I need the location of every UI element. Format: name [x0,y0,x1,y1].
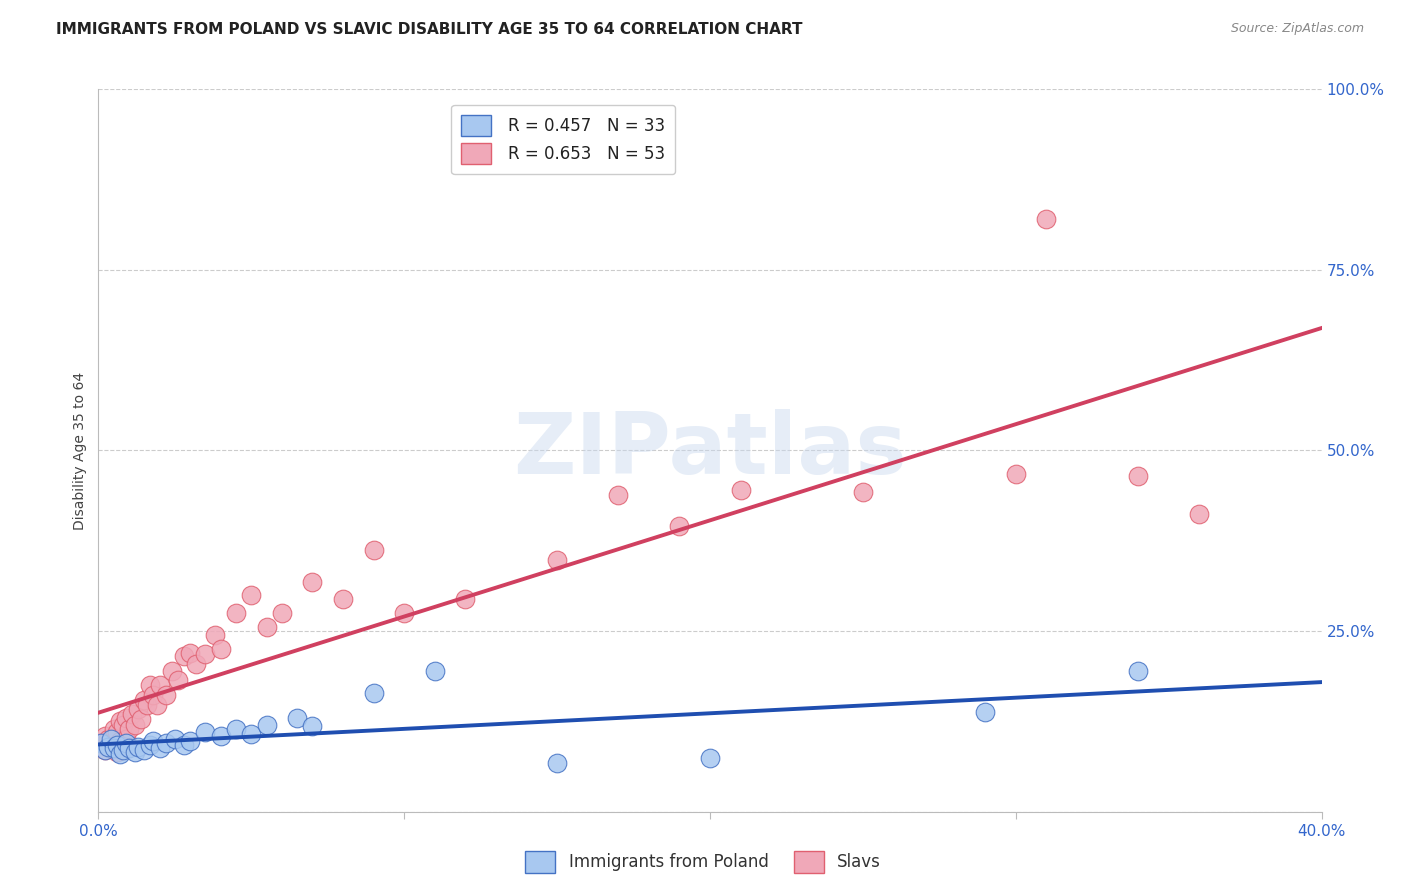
Point [167,673,190,688]
Point [90,736,112,750]
Point [1188,507,1211,521]
Point [699,750,721,764]
Point [155,736,177,750]
Point [149,678,172,692]
Point [1128,468,1150,483]
Point [139,738,162,752]
Point [301,719,323,733]
Point [127,702,149,716]
Point [240,588,263,602]
Point [103,741,125,756]
Point [256,620,278,634]
Point [194,725,217,739]
Point [974,705,997,719]
Point [392,606,416,620]
Point [225,606,247,620]
Point [332,591,354,606]
Point [115,711,138,725]
Point [160,664,183,678]
Point [454,591,477,606]
Point [301,574,323,589]
Point [730,483,752,498]
Point [115,732,138,747]
Point [105,738,128,752]
Point [194,647,217,661]
Point [186,657,208,671]
Point [124,746,146,760]
Point [179,646,201,660]
Point [90,736,112,750]
Point [668,519,690,533]
Point [108,714,131,729]
Point [204,628,226,642]
Point [163,732,186,747]
Text: ZIPatlas: ZIPatlas [513,409,907,492]
Legend: Immigrants from Poland, Slavs: Immigrants from Poland, Slavs [519,845,887,880]
Point [1004,467,1026,481]
Point [136,698,159,712]
Point [103,722,125,736]
Point [145,698,167,712]
Point [129,712,152,726]
Point [105,725,128,739]
Point [173,738,195,752]
Point [134,743,156,757]
Point [155,688,177,702]
Point [100,741,122,756]
Point [134,692,156,706]
Point [240,727,263,741]
Point [105,746,128,760]
Point [139,678,162,692]
Point [142,688,165,702]
Y-axis label: Disability Age 35 to 64: Disability Age 35 to 64 [73,371,87,530]
Point [256,718,278,732]
Point [607,488,630,502]
Point [173,649,195,664]
Point [285,711,308,725]
Point [149,741,172,756]
Point [111,741,134,756]
Point [127,739,149,754]
Legend: R = 0.457   N = 33, R = 0.653   N = 53: R = 0.457 N = 33, R = 0.653 N = 53 [451,104,675,174]
Text: IMMIGRANTS FROM POLAND VS SLAVIC DISABILITY AGE 35 TO 64 CORRELATION CHART: IMMIGRANTS FROM POLAND VS SLAVIC DISABIL… [56,22,803,37]
Point [546,553,568,567]
Point [111,718,134,732]
Point [103,738,125,752]
Point [118,741,141,756]
Point [225,722,247,736]
Point [97,732,120,747]
Point [209,642,232,657]
Point [423,664,446,678]
Point [93,743,115,757]
Point [546,756,568,770]
Point [179,734,201,748]
Point [852,485,875,500]
Point [97,739,120,754]
Point [363,685,385,699]
Point [209,729,232,743]
Point [121,707,143,722]
Point [93,743,115,757]
Point [100,732,122,747]
Point [115,736,138,750]
Point [111,743,134,757]
Point [93,729,115,743]
Point [1035,212,1057,227]
Point [363,543,385,558]
Point [118,722,141,736]
Point [108,747,131,761]
Text: Source: ZipAtlas.com: Source: ZipAtlas.com [1230,22,1364,36]
Point [270,606,292,620]
Point [108,734,131,748]
Point [142,734,165,748]
Point [124,718,146,732]
Point [1128,664,1150,678]
